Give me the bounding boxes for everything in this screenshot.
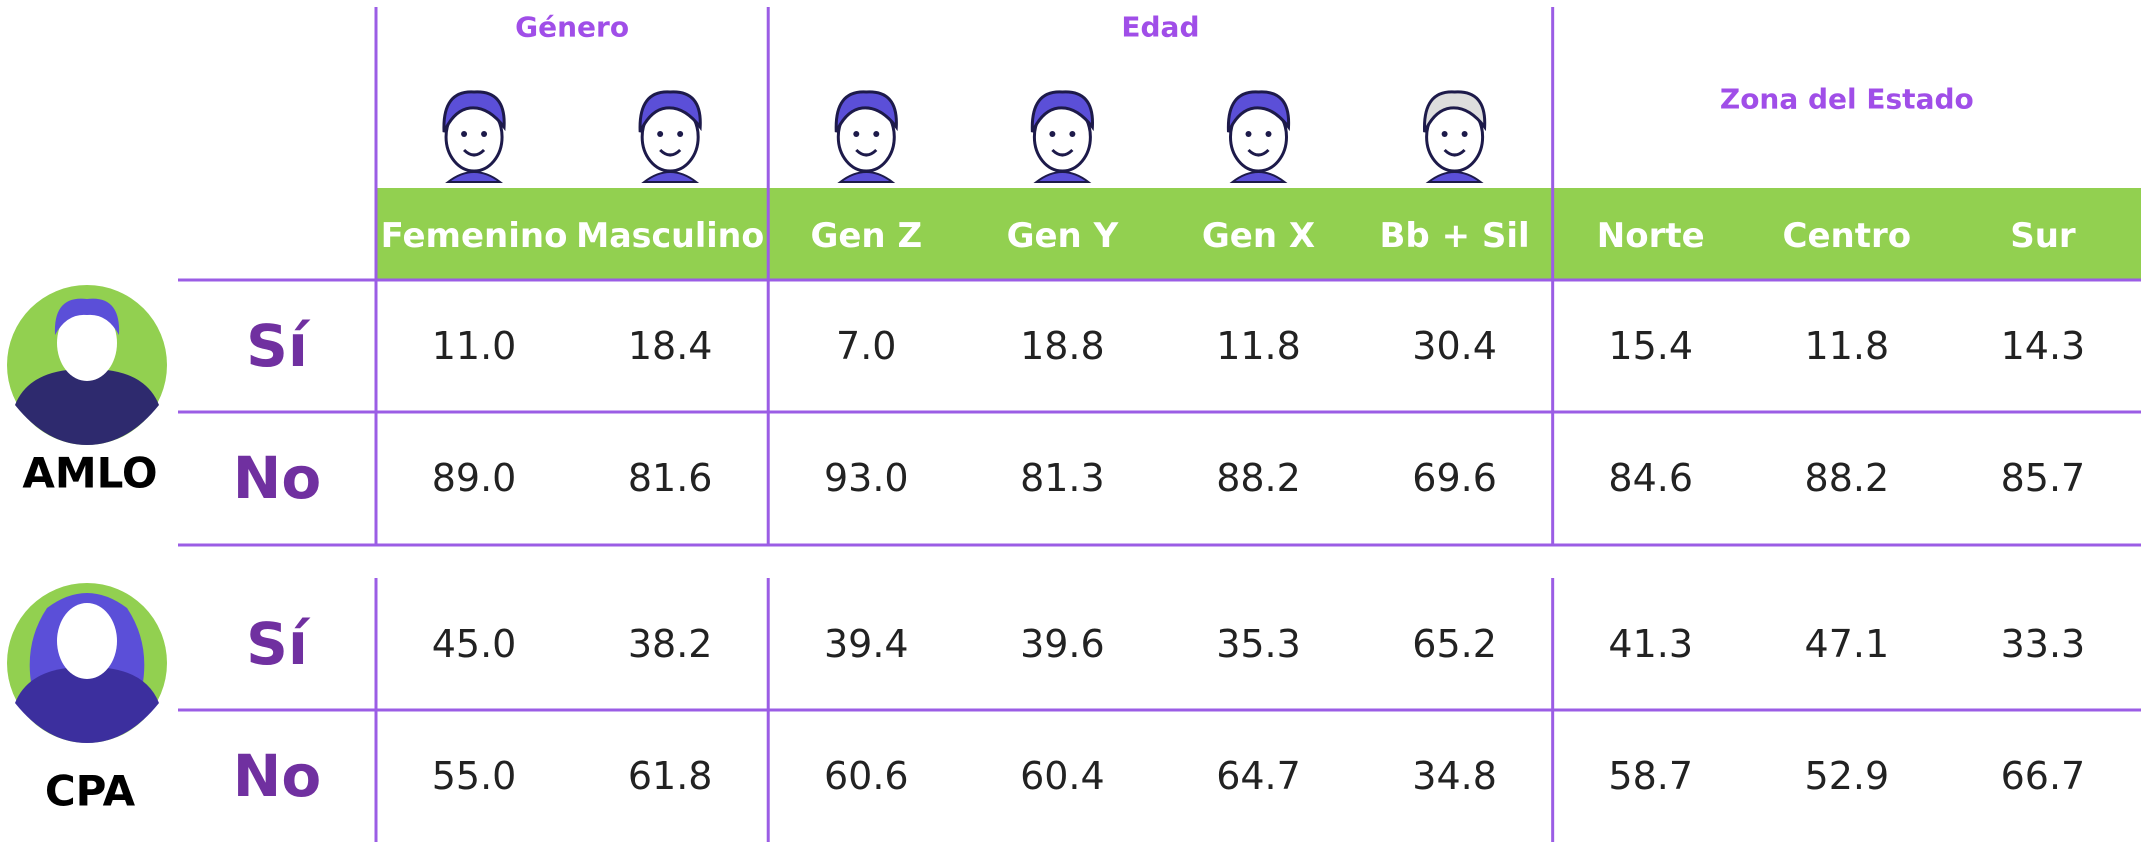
cell-value: 7.0 [836,324,896,368]
column-header: Gen Z [810,216,922,256]
cell-value: 45.0 [432,622,517,666]
avatar [7,285,167,445]
column-header: Centro [1783,216,1912,256]
cell-value: 93.0 [824,456,909,500]
cell-value: 69.6 [1412,456,1497,500]
cell-value: 34.8 [1412,754,1497,798]
block-name: AMLO [22,449,157,498]
cell-value: 18.4 [628,324,713,368]
row-label: Sí [246,312,311,380]
cell-value: 58.7 [1608,754,1693,798]
cell-value: 33.3 [2001,622,2086,666]
cell-value: 89.0 [432,456,517,500]
face-icon [1424,92,1484,182]
icon-eye [461,131,467,137]
cell-value: 55.0 [432,754,517,798]
avatar [7,583,167,743]
icon-eye [1266,131,1272,137]
cell-value: 11.8 [1805,324,1890,368]
column-header: Gen X [1202,216,1315,256]
icon-eye [1049,131,1055,137]
column-header: Sur [2010,216,2076,256]
column-header: Masculino [576,216,764,256]
group-label: Edad [1121,11,1199,44]
cell-value: 66.7 [2001,754,2086,798]
cell-value: 14.3 [2001,324,2086,368]
group-label: Género [515,11,629,44]
face-icon [444,92,504,182]
row-label: No [233,742,321,810]
row-label: No [233,444,321,512]
column-header: Norte [1597,216,1705,256]
icon-eye [1246,131,1252,137]
icon-eye [1069,131,1075,137]
face-icon [1228,92,1288,182]
cell-value: 60.4 [1020,754,1105,798]
cell-value: 84.6 [1608,456,1693,500]
icon-eye [873,131,879,137]
cell-value: 64.7 [1216,754,1301,798]
cell-value: 88.2 [1805,456,1890,500]
icon-body [1233,172,1285,182]
face-icon [836,92,896,182]
cell-value: 11.0 [432,324,517,368]
cell-value: 60.6 [824,754,909,798]
column-header: Bb + Sil [1380,216,1530,256]
icon-eye [657,131,663,137]
cell-value: 81.3 [1020,456,1105,500]
table: Género Edad Zona del Estado FemeninoMasculi… [0,0,2141,842]
icon-eye [1462,131,1468,137]
icon-eye [1442,131,1448,137]
icon-body [644,172,696,182]
cell-value: 30.4 [1412,324,1497,368]
row-label: Sí [246,610,311,678]
block-name: CPA [45,767,136,816]
cell-value: 41.3 [1608,622,1693,666]
avatar-body [15,370,159,445]
cell-value: 85.7 [2001,456,2086,500]
cell-value: 18.8 [1020,324,1105,368]
face-icon [1032,92,1092,182]
cell-value: 65.2 [1412,622,1497,666]
cell-value: 39.6 [1020,622,1105,666]
cell-value: 35.3 [1216,622,1301,666]
cell-value: 15.4 [1608,324,1693,368]
icon-body [1036,172,1088,182]
column-header: Gen Y [1007,216,1119,256]
icon-eye [677,131,683,137]
cell-value: 47.1 [1805,622,1890,666]
icon-body [1429,172,1481,182]
icon-body [448,172,500,182]
cell-value: 11.8 [1216,324,1301,368]
cell-value: 39.4 [824,622,909,666]
column-header: Femenino [381,216,568,256]
avatar-face [57,603,117,679]
cell-value: 81.6 [628,456,713,500]
cell-value: 61.8 [628,754,713,798]
avatar-body [15,668,159,743]
group-label: Zona del Estado [1720,83,1974,116]
icon-eye [853,131,859,137]
icon-body [840,172,892,182]
cell-value: 38.2 [628,622,713,666]
icon-eye [481,131,487,137]
cell-value: 88.2 [1216,456,1301,500]
cell-value: 52.9 [1805,754,1890,798]
face-icon [640,92,700,182]
